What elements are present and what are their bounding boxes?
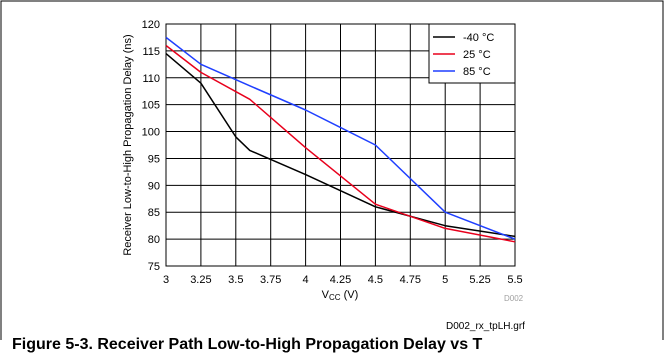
graph-id: D002 — [504, 294, 524, 303]
y-tick-label: 120 — [142, 19, 160, 31]
legend-label: 85 °C — [463, 66, 491, 78]
legend-label: 25 °C — [463, 49, 491, 61]
data-series — [165, 36, 516, 243]
x-tick-label: 4.25 — [330, 274, 351, 286]
y-tick-label: 90 — [148, 180, 160, 192]
y-tick-label: 95 — [148, 153, 160, 165]
series-line-2 — [165, 44, 516, 243]
x-tick-label: 3 — [163, 274, 169, 286]
x-tick-label: 5.25 — [469, 274, 490, 286]
x-tick-label: 5 — [442, 274, 448, 286]
x-axis-title: VCC (V) — [322, 289, 359, 302]
legend: -40 °C 25 °C 85 °C — [428, 23, 516, 84]
y-tick-label: 110 — [142, 73, 160, 85]
y-axis-title: Receiver Low-to-High Propagation Delay (… — [122, 34, 134, 255]
y-tick-label: 115 — [142, 46, 160, 58]
x-tick-label: 4 — [303, 274, 309, 286]
x-tick-labels: 3 3.25 3.5 3.75 4 4.25 4.5 4.75 5 5.25 5.5 — [163, 274, 523, 286]
x-tick-label: 3.5 — [228, 274, 243, 286]
y-tick-labels: 75 80 85 90 95 100 105 110 115 120 — [142, 19, 160, 273]
series-line-3 — [165, 36, 516, 240]
y-tick-label: 105 — [142, 100, 160, 112]
legend-label: -40 °C — [463, 32, 494, 44]
y-tick-label: 75 — [148, 261, 160, 273]
x-tick-label: 4.75 — [400, 274, 421, 286]
x-tick-label: 4.5 — [368, 274, 383, 286]
series-line-1 — [165, 53, 516, 238]
propagation-delay-chart: 75 80 85 90 95 100 105 110 115 120 3 3.25 3.5 3.75 4 4… — [0, 0, 664, 340]
figure-caption: Figure 5-3. Receiver Path Low-to-High Pr… — [12, 336, 483, 353]
plot-area — [165, 23, 516, 267]
y-tick-label: 85 — [148, 207, 160, 219]
x-tick-label: 5.5 — [507, 274, 522, 286]
file-name: D002_rx_tpLH.grf — [446, 321, 525, 332]
figure-border — [0, 0, 664, 340]
x-tick-label: 3.75 — [260, 274, 281, 286]
x-tick-label: 3.25 — [190, 274, 211, 286]
y-tick-label: 80 — [148, 234, 160, 246]
y-tick-label: 100 — [142, 127, 160, 139]
